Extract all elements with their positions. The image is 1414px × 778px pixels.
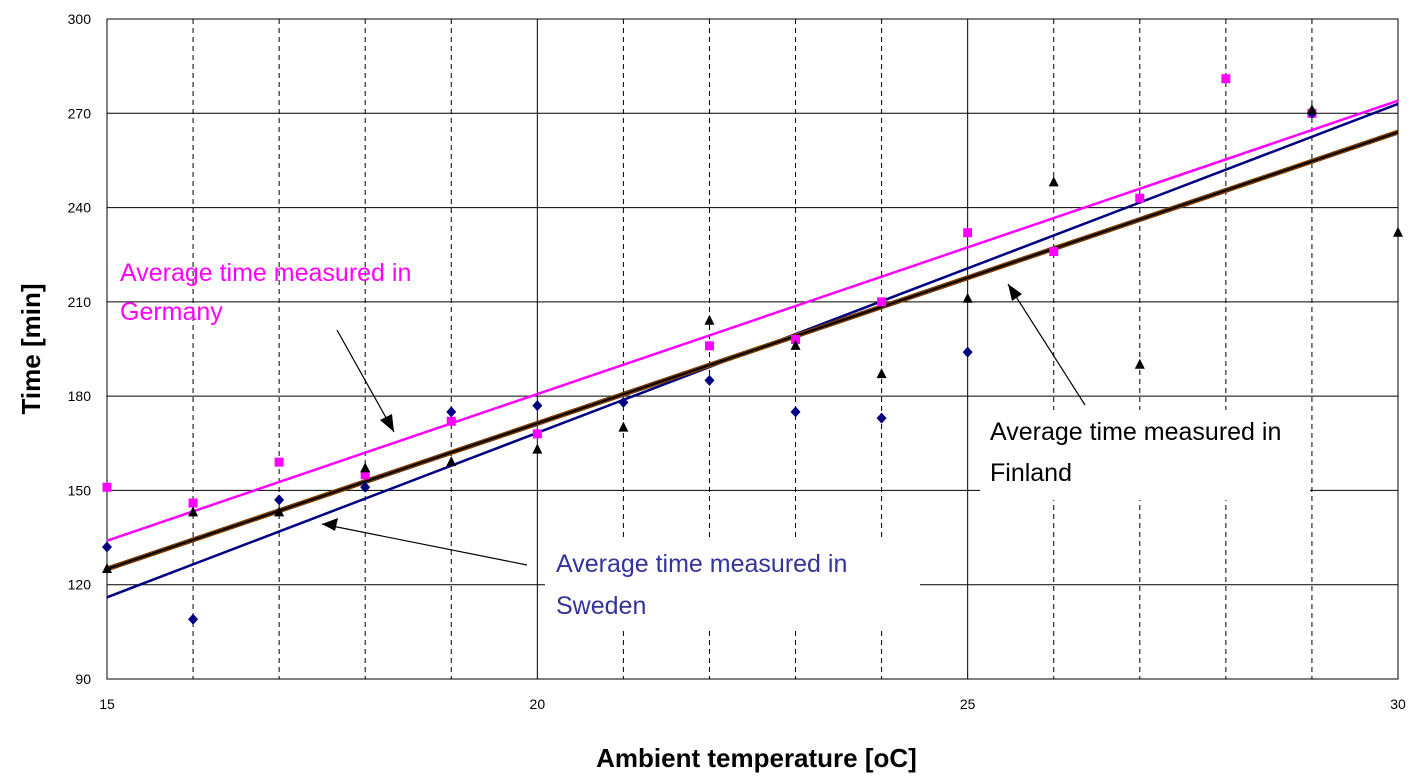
annotation-germany-line1: Average time measured in [120,259,411,287]
point-finland [1048,176,1059,187]
annotation-finland-box [980,410,1310,500]
x-tick-label: 30 [1390,696,1406,712]
point-finland [188,506,199,517]
annotation-finland-arrowhead [1008,284,1022,301]
x-tick-label: 25 [960,696,976,712]
annotation-finland-line2: Finland [990,459,1072,487]
trend-line-germany [106,99,1399,542]
point-germany [188,498,198,508]
point-finland [704,314,715,325]
point-finland [962,292,973,303]
y-tick-label: 270 [68,105,92,121]
x-tick-label: 15 [99,696,115,712]
y-axis-title: Time [min] [16,284,46,415]
point-finland [532,443,543,454]
point-finland [790,339,801,350]
point-sweden [704,374,715,386]
point-germany [102,482,112,492]
point-germany [1049,247,1059,257]
point-finland [618,421,629,432]
point-sweden [790,406,801,418]
x-tick-label: 20 [530,696,546,712]
point-sweden [360,481,371,493]
point-germany [877,297,887,307]
point-finland [102,563,112,573]
point-germany [274,457,284,467]
annotation-finland-line1: Average time measured in [990,418,1281,446]
point-germany [704,341,714,351]
point-germany [360,470,370,480]
annotation-germany-arrowhead [380,414,394,432]
point-sweden [446,406,457,418]
y-tick-label: 240 [68,200,92,216]
point-sweden [876,412,887,424]
annotation-germany-line2: Germany [120,298,223,326]
point-germany [791,335,801,345]
annotation-sweden-line1: Average time measured in [556,550,847,578]
point-germany [532,429,542,439]
point-germany [446,416,456,426]
y-tick-labels: 90 120 150 180 210 240 270 300 [68,11,92,687]
plot-frame [106,18,1399,680]
point-finland [1306,104,1317,115]
annotation-sweden: Average time measured in Sweden [321,518,920,630]
y-tick-label: 180 [68,388,92,404]
annotation-sweden-box [545,538,920,630]
point-sweden [618,396,629,408]
y-tick-label: 210 [68,294,92,310]
point-finland [876,368,887,379]
annotation-germany-arrow [336,329,395,433]
point-finland [1134,358,1145,369]
point-finland [1393,226,1403,237]
point-sweden [102,541,112,553]
y-tick-label: 300 [68,11,92,27]
annotation-sweden-arrow [321,523,528,566]
y-tick-label: 90 [75,671,91,687]
annotation-finland: Average time measured in Finland [980,283,1310,500]
data-points [102,74,1403,625]
point-sweden [274,494,285,506]
x-axis-title: Ambient temperature [oC] [596,743,917,773]
annotation-finland-arrow [1007,283,1086,406]
annotation-germany: Average time measured in Germany [120,259,411,433]
point-sweden [532,400,543,412]
point-finland [446,456,457,467]
point-finland [360,462,371,473]
y-tick-label: 120 [68,577,92,593]
point-germany [963,228,973,238]
y-tick-label: 150 [68,482,92,498]
point-sweden [188,613,199,625]
x-tick-labels: 15 20 25 30 [99,696,1406,712]
trend-lines [106,99,1399,599]
point-sweden [962,346,973,358]
point-germany [1135,193,1145,203]
point-germany [1221,74,1231,84]
annotation-sweden-line2: Sweden [556,592,646,620]
point-finland [274,506,285,517]
trend-line-finland [106,131,1399,570]
annotation-sweden-arrowhead [322,518,338,531]
